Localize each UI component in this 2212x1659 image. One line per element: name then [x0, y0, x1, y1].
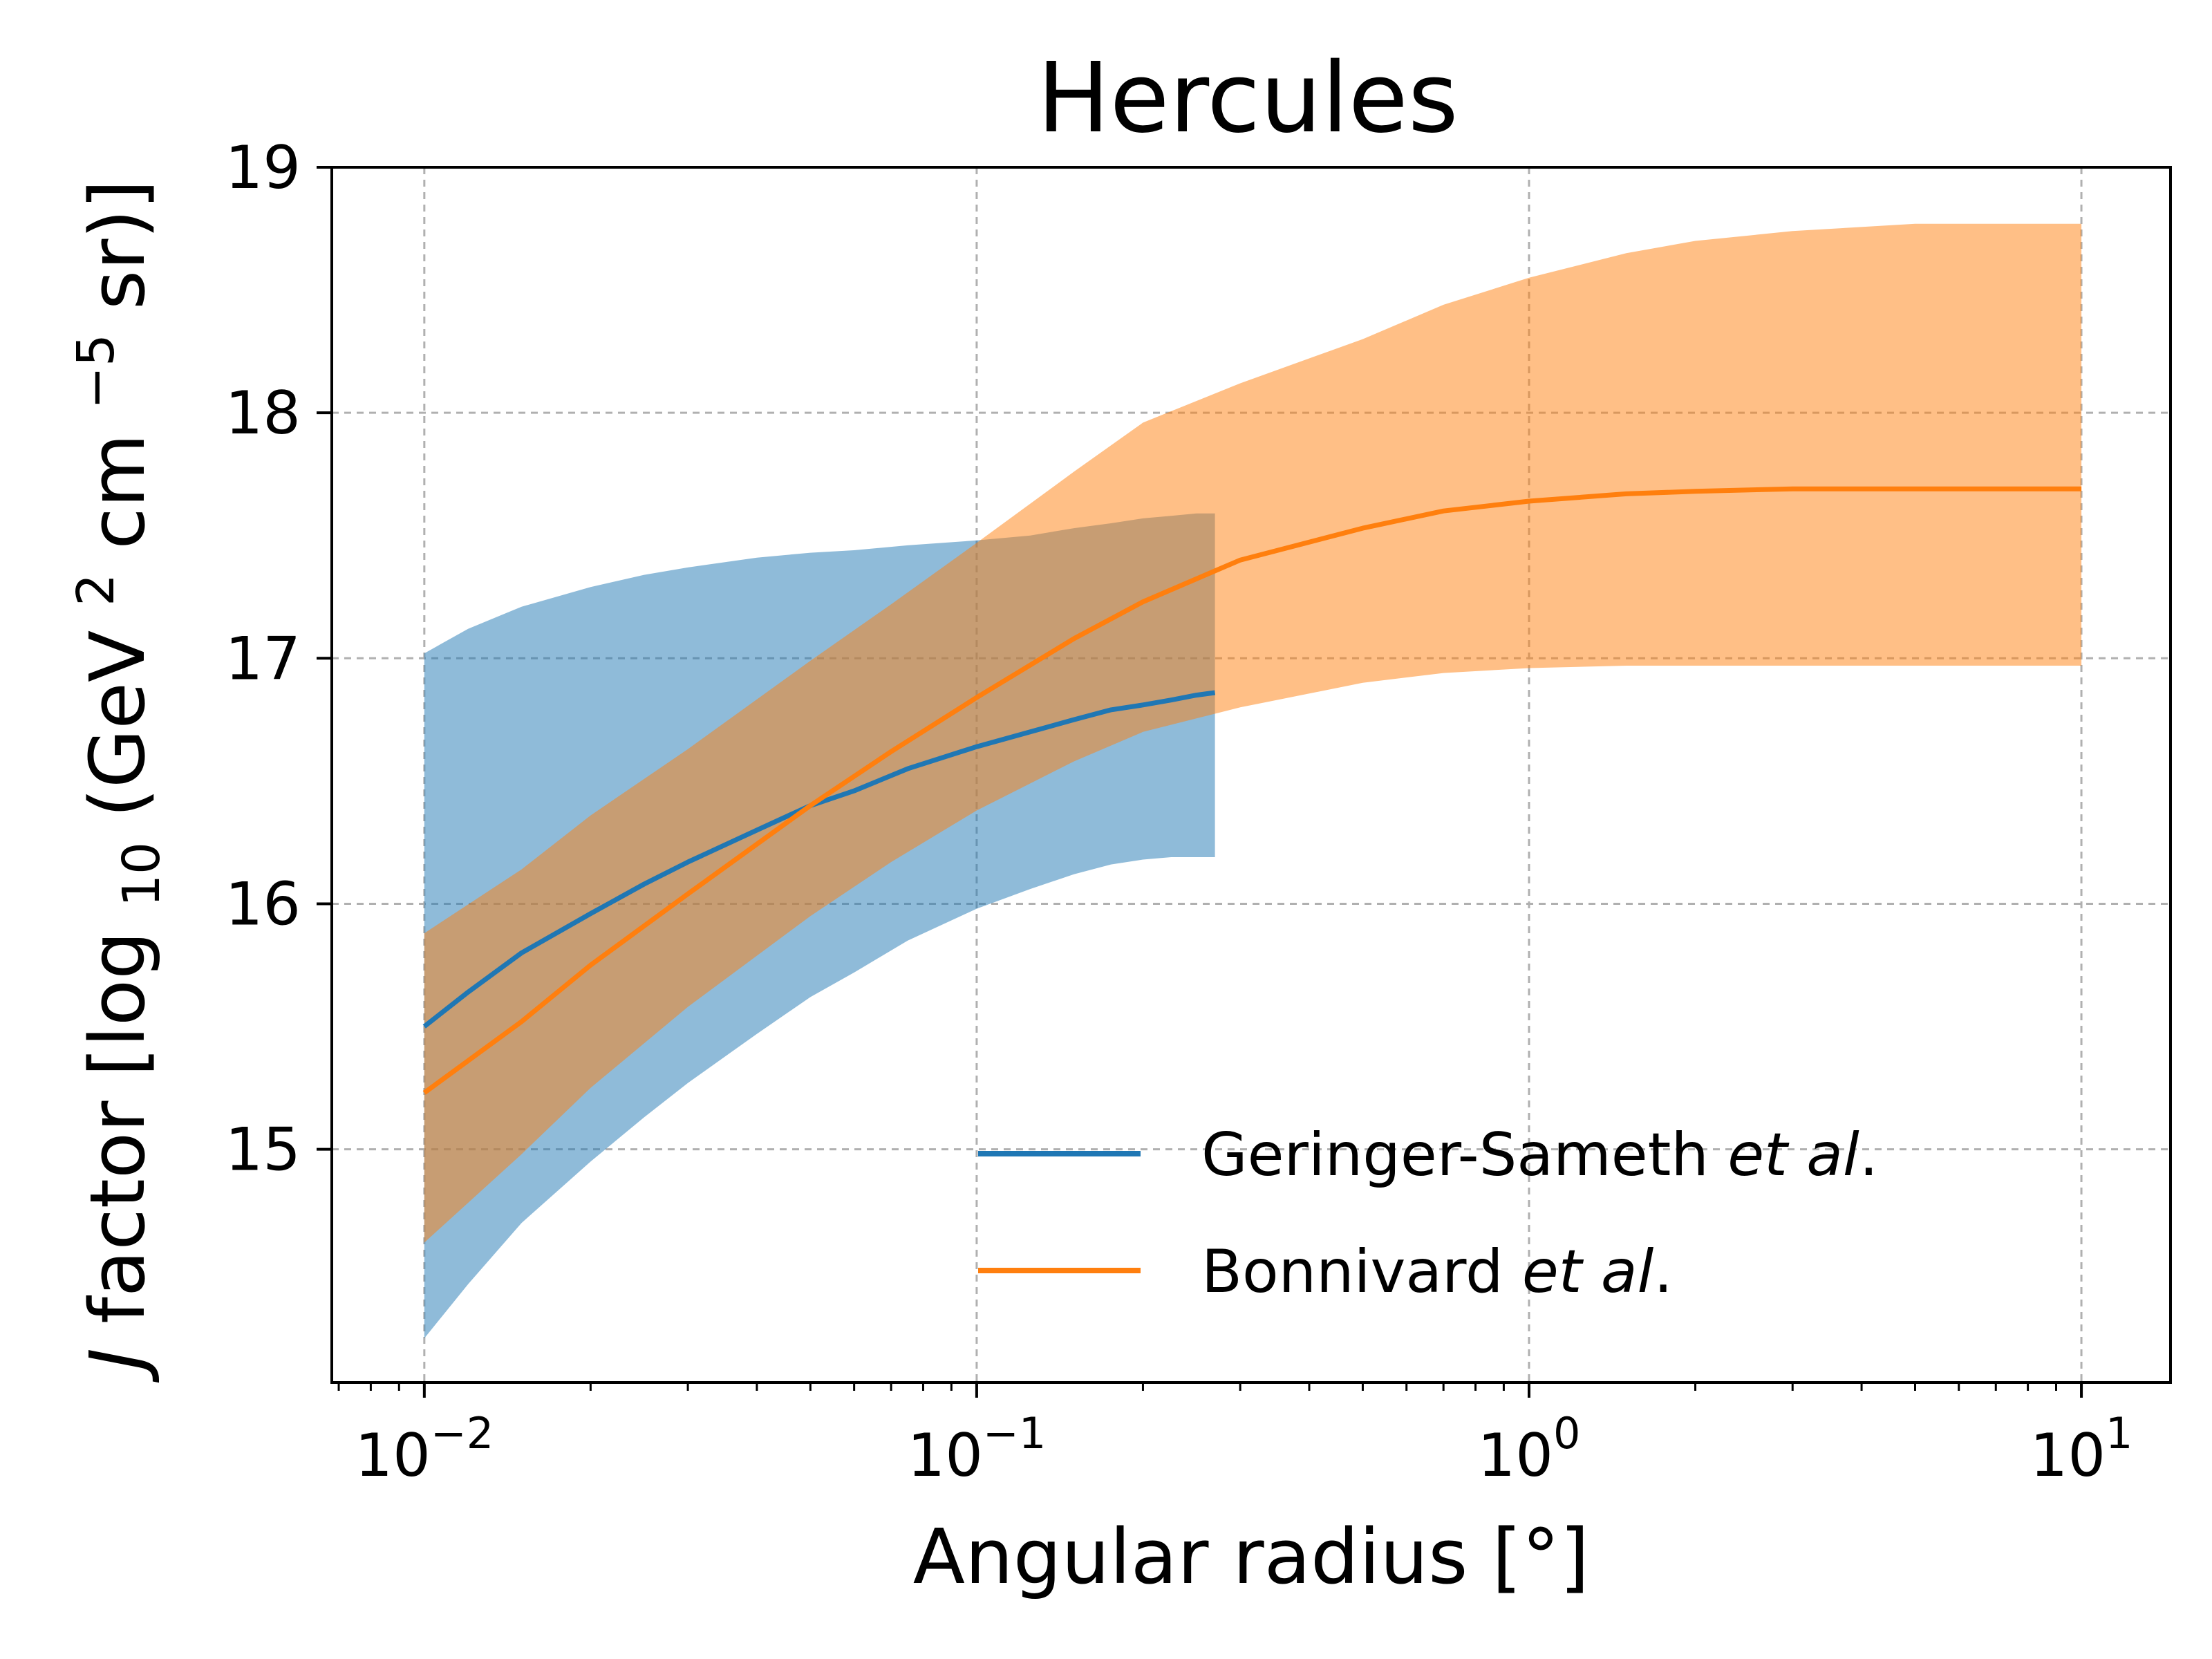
band-bonnivard [424, 223, 2082, 1243]
x-axis-label: Angular radius [°] [913, 1512, 1590, 1601]
y-tick-label: 17 [225, 624, 301, 693]
y-axis-label-italic: J [73, 1348, 162, 1383]
x-tick-label: 101 [2030, 1408, 2133, 1490]
y-tick-label: 15 [225, 1116, 301, 1185]
y-axis-label: J factor [log 10 (GeV 2 cm −5 sr)] [43, 180, 177, 1384]
x-axis-ticks: 10−2 10−1 100 101 [337, 1382, 2133, 1490]
line-geringer-sameth [422, 690, 1216, 1029]
y-axis-label-rest: (GeV [73, 630, 162, 818]
y-axis-label-sup2: −5 [66, 334, 126, 409]
y-tick-label: 18 [225, 379, 301, 448]
uncertainty-bands [424, 223, 2082, 1339]
y-axis-label-main: factor [log [73, 931, 162, 1324]
y-tick-label: 16 [225, 870, 301, 939]
x-tick-label: 10−1 [907, 1408, 1046, 1490]
svg-text:J factor [log: J factor [log 10 (GeV 2 cm −5 sr)] [43, 180, 177, 1384]
y-axis-label-end: sr)] [73, 180, 162, 310]
y-tick-label: 19 [225, 133, 301, 203]
plot-frame [330, 166, 2172, 1384]
legend: Geringer-Sameth et al. Bonnivard et al. [978, 1121, 1878, 1306]
x-tick-label: 10−2 [355, 1408, 494, 1490]
line-bonnivard [422, 486, 2082, 1095]
legend-label-geringer-sameth: Geringer-Sameth et al. [1201, 1121, 1878, 1190]
legend-label-bonnivard: Bonnivard et al. [1201, 1237, 1673, 1306]
y-axis-label-sub: 10 [112, 842, 171, 907]
y-axis-ticks: 15 16 17 18 19 [225, 133, 332, 1185]
series-lines [422, 486, 2082, 1095]
chart-title: Hercules [1037, 42, 1459, 155]
y-axis-label-cm: cm [73, 433, 162, 550]
y-axis-label-sup1: 2 [66, 574, 126, 606]
x-tick-label: 100 [1478, 1408, 1581, 1490]
